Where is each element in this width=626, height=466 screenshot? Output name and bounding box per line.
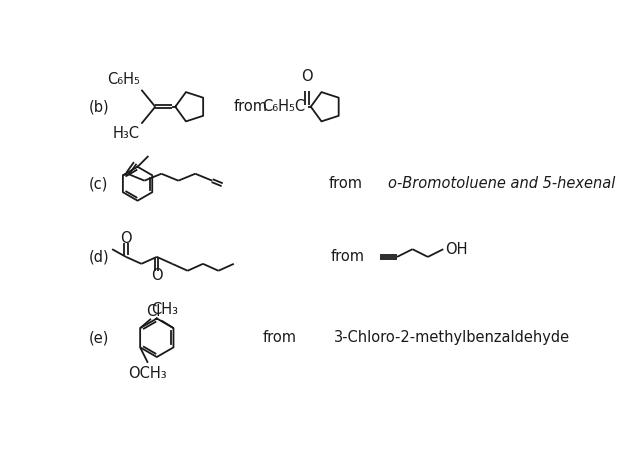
Text: OCH₃: OCH₃ xyxy=(128,366,167,381)
Text: (e): (e) xyxy=(89,330,110,345)
Text: from: from xyxy=(329,176,362,191)
Text: O: O xyxy=(151,268,163,283)
Text: C₆H₅C: C₆H₅C xyxy=(262,99,305,114)
Text: O: O xyxy=(120,231,132,246)
Text: C₆H₅: C₆H₅ xyxy=(107,73,140,88)
Text: O: O xyxy=(301,69,313,83)
Text: 3-Chloro-2-methylbenzaldehyde: 3-Chloro-2-methylbenzaldehyde xyxy=(334,330,570,345)
Text: H₃C: H₃C xyxy=(113,126,140,141)
Text: (b): (b) xyxy=(89,99,110,114)
Text: from: from xyxy=(233,99,268,114)
Text: from: from xyxy=(263,330,297,345)
Text: OH: OH xyxy=(445,242,467,257)
Text: o-Bromotoluene and 5-hexenal: o-Bromotoluene and 5-hexenal xyxy=(388,176,615,191)
Text: Cl: Cl xyxy=(146,304,160,319)
Text: (d): (d) xyxy=(89,249,110,264)
Text: (c): (c) xyxy=(89,176,108,191)
Text: from: from xyxy=(331,249,365,264)
Text: CH₃: CH₃ xyxy=(151,302,178,316)
